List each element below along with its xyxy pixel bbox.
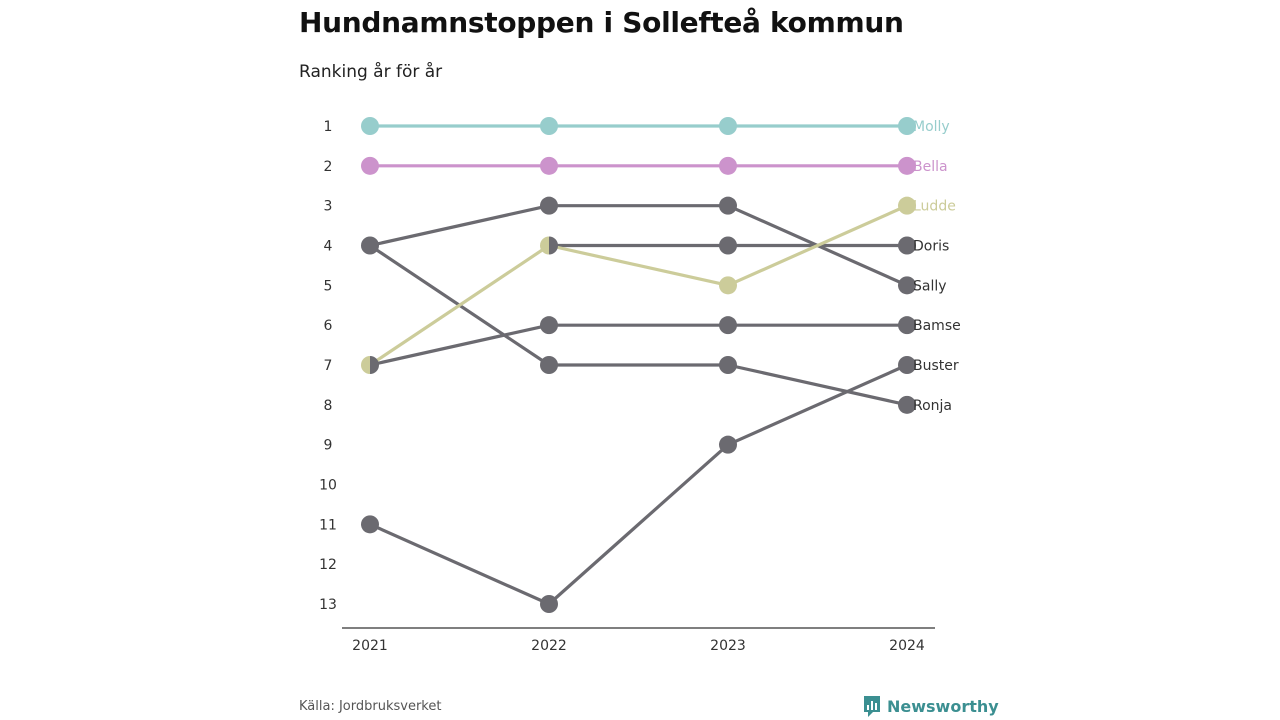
end-label-buster: Buster bbox=[913, 358, 959, 374]
point-doris-2022 bbox=[549, 236, 558, 255]
point-buster-2024 bbox=[898, 356, 916, 374]
x-tick-label-2024: 2024 bbox=[889, 638, 925, 654]
point-2022-rank-13 bbox=[540, 595, 558, 613]
point-2023-rank-7 bbox=[719, 356, 737, 374]
point-2023-rank-4 bbox=[719, 236, 737, 255]
point-doris-2023 bbox=[719, 236, 737, 255]
point-bella-2024 bbox=[898, 156, 916, 175]
x-tick-label-2023: 2023 bbox=[710, 638, 746, 654]
point-2024-rank-3 bbox=[898, 196, 916, 215]
point-2024-rank-5 bbox=[898, 276, 916, 295]
end-label-bamse: Bamse bbox=[913, 318, 961, 334]
end-label-ludde: Ludde bbox=[913, 199, 956, 215]
point-doris-2024 bbox=[898, 236, 916, 255]
point-2023-rank-5 bbox=[719, 276, 737, 295]
end-label-ronja: Ronja bbox=[913, 398, 952, 414]
point-2024-rank-6 bbox=[898, 316, 916, 335]
point-molly-2022 bbox=[540, 117, 558, 135]
y-tick-label-11: 11 bbox=[319, 517, 337, 533]
y-tick-label-7: 7 bbox=[324, 358, 333, 374]
y-tick-label-6: 6 bbox=[324, 318, 333, 334]
point-2022-rank-6 bbox=[540, 316, 558, 335]
y-tick-label-12: 12 bbox=[319, 557, 337, 573]
point-2021-rank-4 bbox=[361, 236, 379, 255]
point-2021-rank-2 bbox=[361, 156, 379, 175]
y-tick-label-3: 3 bbox=[324, 199, 333, 215]
point-2022-rank-3 bbox=[540, 196, 558, 215]
x-tick-label-2022: 2022 bbox=[531, 638, 567, 654]
point-2024-rank-2 bbox=[898, 156, 916, 175]
point-ludde-2023 bbox=[719, 276, 737, 295]
point-sally-2021 bbox=[361, 236, 370, 255]
point-sally-2023 bbox=[719, 196, 737, 215]
chart-subtitle: Ranking år för år bbox=[299, 62, 443, 82]
point-2023-rank-9 bbox=[719, 435, 737, 454]
y-tick-label-10: 10 bbox=[319, 478, 337, 494]
point-2022-rank-7 bbox=[540, 356, 558, 374]
y-tick-label-4: 4 bbox=[324, 239, 333, 255]
point-2021-rank-7 bbox=[361, 356, 379, 374]
y-tick-label-9: 9 bbox=[324, 438, 333, 454]
point-buster-2023 bbox=[719, 435, 737, 454]
point-sally-2024 bbox=[898, 276, 916, 295]
end-label-sally: Sally bbox=[913, 278, 947, 294]
source-note: Källa: Jordbruksverket bbox=[299, 699, 442, 714]
point-molly-2023 bbox=[719, 117, 737, 135]
point-bella-2023 bbox=[719, 156, 737, 175]
series-line-ludde bbox=[369, 204, 908, 367]
point-2023-rank-2 bbox=[719, 156, 737, 175]
point-2021-rank-1 bbox=[361, 117, 379, 135]
point-2023-rank-1 bbox=[719, 117, 737, 135]
point-2022-rank-4 bbox=[540, 236, 558, 255]
series-end-labels: Molly Bella Ludde Doris Sally Bamse Buster Ronj… bbox=[913, 119, 961, 414]
y-tick-label-8: 8 bbox=[324, 398, 333, 414]
x-axis: 2021 2022 2023 2024 bbox=[342, 627, 935, 654]
y-tick-label-13: 13 bbox=[319, 597, 337, 613]
series-points bbox=[361, 117, 916, 613]
point-bella-2021 bbox=[361, 156, 379, 175]
point-2021-rank-11 bbox=[361, 515, 379, 534]
newsworthy-icon bbox=[864, 696, 880, 717]
point-bamse-2022 bbox=[540, 316, 558, 335]
point-2024-rank-1 bbox=[898, 117, 916, 135]
brand-name: Newsworthy bbox=[887, 696, 999, 716]
chart-title: Hundnamnstoppen i Sollefteå kommun bbox=[299, 6, 904, 39]
newsworthy-logo[interactable]: Newsworthy bbox=[862, 694, 999, 718]
point-molly-2024 bbox=[898, 117, 916, 135]
point-2023-rank-3 bbox=[719, 196, 737, 215]
point-ronja-2024 bbox=[898, 395, 916, 414]
point-2024-rank-8 bbox=[898, 395, 916, 414]
point-bamse-2024 bbox=[898, 316, 916, 335]
series-line-buster bbox=[369, 363, 908, 606]
point-bamse-2023 bbox=[719, 316, 737, 335]
point-2024-rank-4 bbox=[898, 236, 916, 255]
end-label-doris: Doris bbox=[913, 239, 949, 255]
point-ronja-2021 bbox=[370, 236, 379, 255]
point-ronja-2022 bbox=[540, 356, 558, 374]
point-bamse-2021 bbox=[370, 356, 379, 374]
point-2024-rank-7 bbox=[898, 356, 916, 374]
point-2022-rank-2 bbox=[540, 156, 558, 175]
point-ludde-2024 bbox=[898, 196, 916, 215]
colored-series-lines bbox=[369, 124, 908, 367]
point-buster-2021 bbox=[361, 515, 379, 534]
point-molly-2021 bbox=[361, 117, 379, 135]
end-label-bella: Bella bbox=[913, 159, 948, 175]
point-bella-2022 bbox=[540, 156, 558, 175]
point-buster-2022 bbox=[540, 595, 558, 613]
series-line-bamse bbox=[369, 323, 907, 367]
y-tick-label-2: 2 bbox=[324, 159, 333, 175]
point-2022-rank-1 bbox=[540, 117, 558, 135]
point-ludde-2022 bbox=[540, 236, 549, 255]
point-ludde-2021 bbox=[361, 356, 370, 374]
y-tick-label-5: 5 bbox=[324, 278, 333, 294]
y-tick-label-1: 1 bbox=[324, 119, 333, 135]
x-tick-label-2021: 2021 bbox=[352, 638, 388, 654]
end-label-molly: Molly bbox=[913, 119, 950, 135]
point-ronja-2023 bbox=[719, 356, 737, 374]
point-sally-2022 bbox=[540, 196, 558, 215]
point-2023-rank-6 bbox=[719, 316, 737, 335]
